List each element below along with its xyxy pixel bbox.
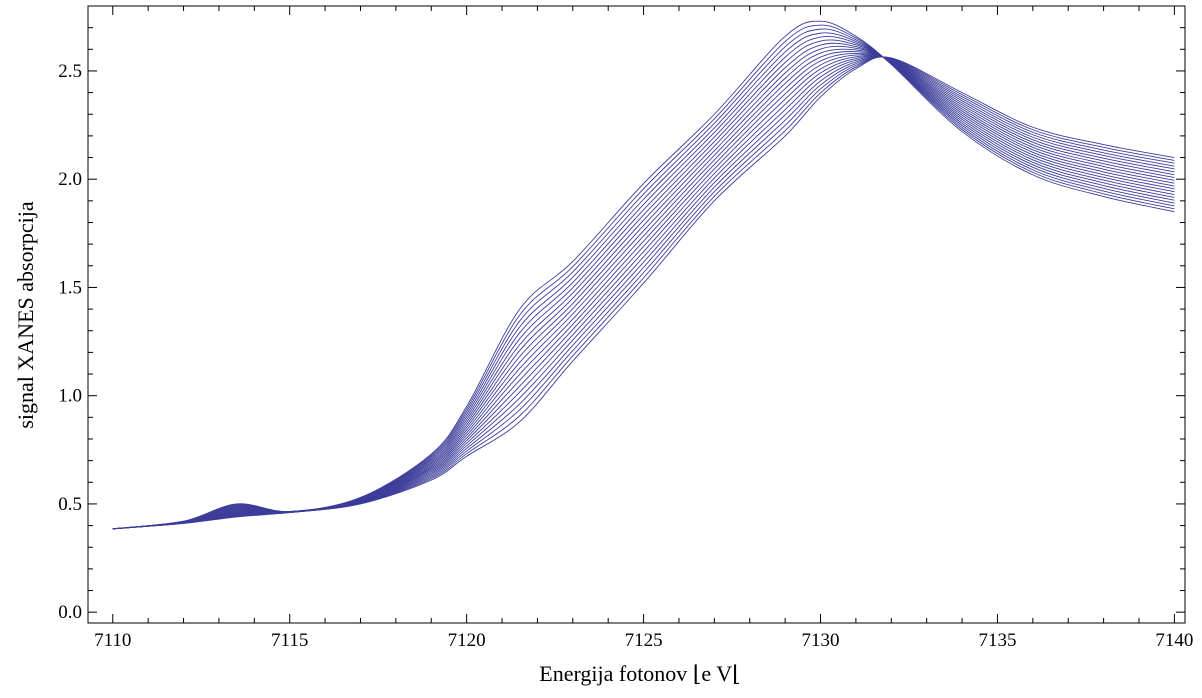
series-line — [112, 54, 1175, 530]
series-line — [112, 48, 1175, 530]
x-axis-title: Energija fotonov ⌊e V⌊ — [539, 661, 740, 686]
tick-marks — [88, 6, 1185, 623]
series-line — [112, 56, 1175, 530]
series-line — [112, 20, 1175, 530]
y-tick-label: 1.5 — [58, 277, 82, 298]
y-tick-label: 1.0 — [58, 386, 82, 407]
series-line — [112, 53, 1175, 530]
y-tick-label: 0.5 — [58, 494, 82, 515]
series-line — [112, 56, 1175, 530]
plot-frame — [87, 5, 1186, 624]
x-tick-label: 7110 — [94, 630, 131, 651]
x-tick-label: 7125 — [625, 630, 663, 651]
series-line — [112, 28, 1175, 530]
series-line — [112, 39, 1175, 530]
x-tick-label: 7140 — [1155, 630, 1193, 651]
series-line — [112, 42, 1175, 530]
x-tick-label: 7130 — [802, 630, 840, 651]
x-tick-label: 7135 — [978, 630, 1016, 651]
y-tick-label: 2.5 — [58, 61, 82, 82]
series-line — [112, 24, 1175, 530]
series-line — [112, 51, 1175, 530]
y-tick-label: 0.0 — [58, 602, 82, 623]
y-tick-label: 2.0 — [58, 169, 82, 190]
series-line — [112, 32, 1175, 530]
tick-labels: 7110 7115 7120 7125 7130 7135 7140 0.0 0.5 1.0 1.5… — [58, 61, 1193, 651]
series-line — [112, 56, 1175, 530]
x-tick-label: 7115 — [271, 630, 308, 651]
x-tick-label: 7120 — [448, 630, 486, 651]
series-lines — [112, 20, 1175, 530]
series-line — [112, 45, 1175, 530]
series-line — [112, 56, 1175, 530]
y-axis-title: signal XANES absorpcija — [13, 201, 38, 429]
